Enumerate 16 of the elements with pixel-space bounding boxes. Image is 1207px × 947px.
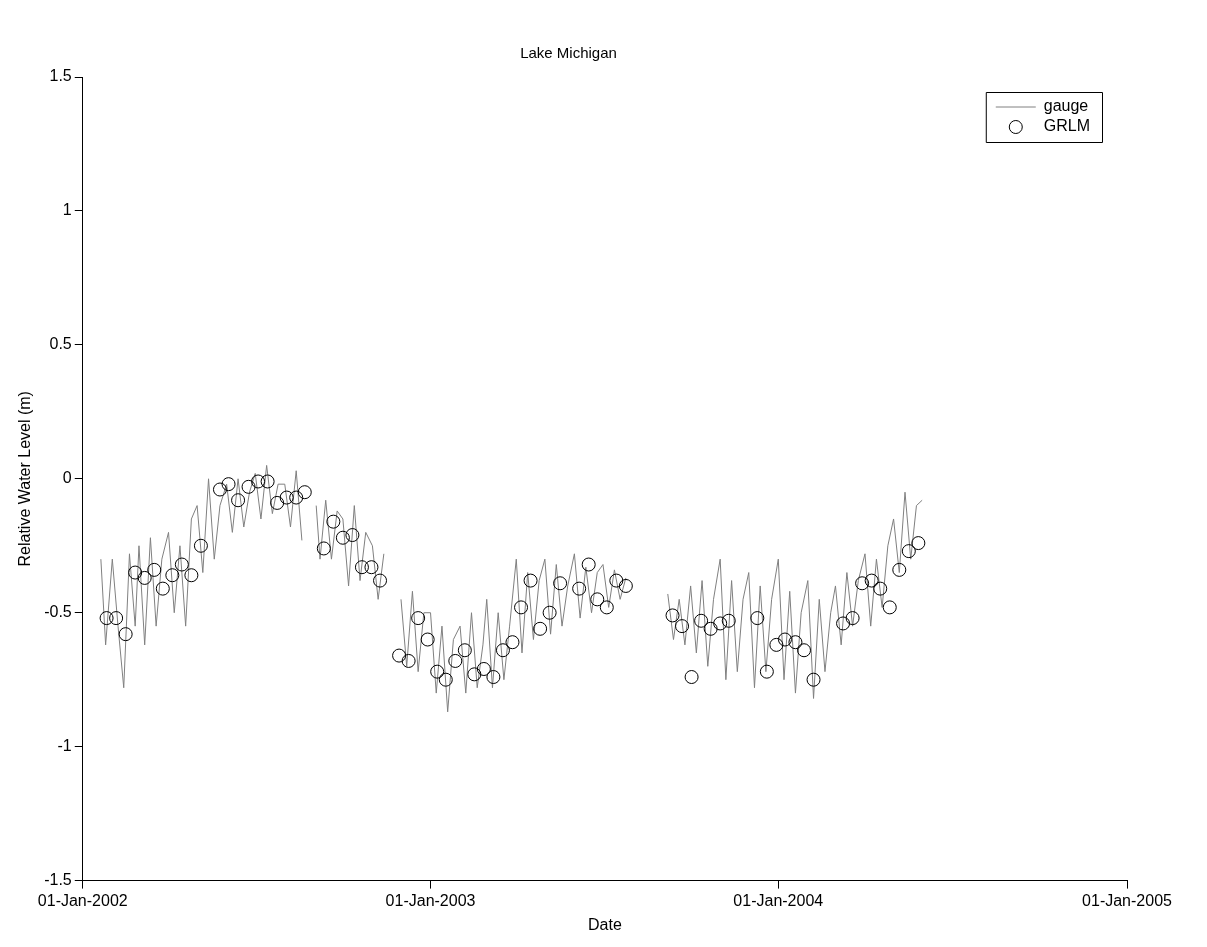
x-tick-label: 01-Jan-2002: [37, 891, 128, 909]
legend-label: gauge: [1043, 97, 1089, 115]
y-tick-label: 1.5: [49, 67, 72, 85]
x-tick-label: 01-Jan-2005: [1082, 891, 1173, 909]
x-tick-label: 01-Jan-2004: [733, 891, 824, 909]
y-tick-label: 1: [62, 201, 72, 219]
y-tick-label: -0.5: [44, 603, 72, 621]
y-axis-title: Relative Water Level (m): [16, 391, 34, 567]
legend-label: GRLM: [1043, 117, 1091, 135]
y-tick-label: 0.5: [49, 335, 72, 353]
x-axis-title: Date: [587, 915, 622, 933]
chart-title: Lake Michigan: [520, 44, 617, 62]
y-tick-label: 0: [62, 469, 72, 487]
y-tick-label: -1: [57, 737, 72, 755]
x-tick-label: 01-Jan-2003: [385, 891, 476, 909]
y-tick-label: -1.5: [44, 871, 72, 889]
